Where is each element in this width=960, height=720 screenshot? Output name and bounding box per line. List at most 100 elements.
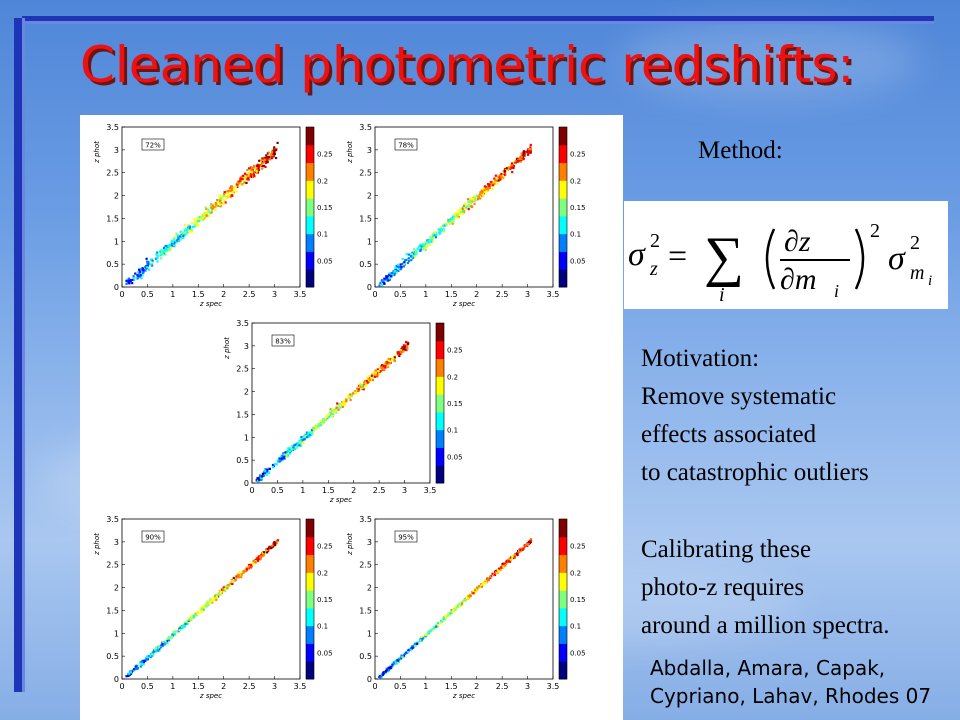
colorbar-segment xyxy=(436,429,444,448)
scatter-point xyxy=(259,474,262,477)
scatter-point xyxy=(206,600,209,603)
scatter-point xyxy=(246,568,249,571)
x-tick-label: 0 xyxy=(372,290,377,299)
scatter-point xyxy=(383,282,386,285)
colorbar-tick-label: 0.25 xyxy=(570,543,586,551)
x-tick-label: 3.5 xyxy=(424,486,437,495)
scatter-point xyxy=(382,364,385,368)
scatter-point xyxy=(141,267,145,270)
scatter-point xyxy=(324,417,327,420)
scatter-point xyxy=(240,572,243,575)
scatter-point xyxy=(308,435,311,438)
scatter-point xyxy=(519,156,522,159)
scatter-point xyxy=(382,672,385,675)
scatter-point xyxy=(146,260,149,263)
scatter-point xyxy=(412,248,415,251)
scatter-point xyxy=(379,370,382,373)
y-tick-label: 1 xyxy=(367,237,372,246)
scatter-point xyxy=(245,181,248,184)
y-tick-label: 3 xyxy=(367,146,372,155)
scatter-point xyxy=(507,560,510,563)
scatter-point xyxy=(188,619,191,623)
scatter-point xyxy=(235,575,238,578)
scatter-point xyxy=(452,221,455,224)
scatter-point xyxy=(149,654,152,657)
scatter-point xyxy=(503,168,507,171)
motivation-line: Motivation: xyxy=(641,345,760,372)
scatter-point xyxy=(388,276,391,279)
author-credit-line-1: Abdalla, Amara, Capak, xyxy=(650,656,886,680)
scatter-point xyxy=(467,200,470,203)
scatter-point xyxy=(498,177,501,180)
scatter-point xyxy=(419,248,422,251)
scatter-point xyxy=(431,233,434,236)
scatter-point xyxy=(276,141,279,144)
scatter-point xyxy=(469,594,472,598)
colorbar-segment xyxy=(559,554,567,573)
scatter-point xyxy=(215,594,218,597)
scatter-point xyxy=(149,263,152,266)
colorbar-tick-label: 0.2 xyxy=(317,569,328,577)
scatter-point xyxy=(168,637,171,640)
scatter-point xyxy=(503,564,507,567)
y-axis-label: z phot xyxy=(346,141,354,164)
scatter-point xyxy=(401,347,404,350)
percentage-label: 78% xyxy=(398,142,414,150)
scatter-point xyxy=(386,364,389,367)
scatter-point xyxy=(403,261,406,264)
scatter-point xyxy=(424,248,427,252)
colorbar-segment xyxy=(436,411,444,431)
scatter-point xyxy=(386,670,389,673)
scatter-point xyxy=(386,277,389,280)
scatter-point xyxy=(190,230,193,233)
scatter-point xyxy=(185,228,188,231)
colorbar-segment xyxy=(436,376,444,395)
scatter-point xyxy=(275,542,278,545)
scatter-point xyxy=(157,646,161,649)
scatter-point xyxy=(267,467,270,470)
scatter-point xyxy=(482,194,485,197)
scatter-point xyxy=(193,225,196,228)
eq-sum-sign: ∑ xyxy=(704,226,744,288)
scatter-point xyxy=(173,632,176,635)
scatter-point xyxy=(151,264,154,267)
scatter-point xyxy=(266,158,269,161)
scatter-point xyxy=(180,232,183,235)
scatter-point xyxy=(255,170,258,173)
scatter-point xyxy=(328,413,331,416)
scatter-point xyxy=(149,655,152,659)
scatter-point xyxy=(137,274,140,278)
scatter-point xyxy=(207,215,210,218)
colorbar-segment xyxy=(306,536,314,556)
scatter-point xyxy=(441,619,444,622)
x-tick-label: 1 xyxy=(170,290,175,299)
scatter-point xyxy=(494,571,497,574)
scatter-point xyxy=(275,148,278,152)
scatter-point xyxy=(431,240,434,243)
scatter-point xyxy=(273,146,276,149)
scatter-point xyxy=(400,351,403,354)
scatter-point xyxy=(236,180,239,183)
scatter-point xyxy=(414,253,417,256)
scatter-point xyxy=(346,395,349,398)
scatter-point xyxy=(517,159,520,162)
scatter-point xyxy=(132,275,135,278)
scatter-point xyxy=(310,433,313,436)
scatter-point xyxy=(416,247,419,250)
scatter-point xyxy=(312,430,315,433)
scatter-point xyxy=(332,412,335,415)
scatter-point xyxy=(146,655,149,658)
scatter-point xyxy=(256,557,259,560)
scatter-panel-5: 0 0.5 1 1.5 2 2.5 3 3.5 0 0.5 1 1.5 2 2.5 3 3.5 z spec z … xyxy=(346,515,586,700)
scatter-point xyxy=(184,621,187,624)
scatter-point xyxy=(230,188,234,191)
scatter-point xyxy=(393,274,396,277)
scatter-point xyxy=(523,153,526,156)
scatter-point xyxy=(450,217,454,220)
scatter-point xyxy=(469,198,473,201)
scatter-point xyxy=(369,377,373,380)
colorbar-tick-label: 0.25 xyxy=(317,543,333,551)
scatter-point xyxy=(357,389,360,392)
scatter-point xyxy=(186,622,189,625)
scatter-point xyxy=(428,240,431,243)
